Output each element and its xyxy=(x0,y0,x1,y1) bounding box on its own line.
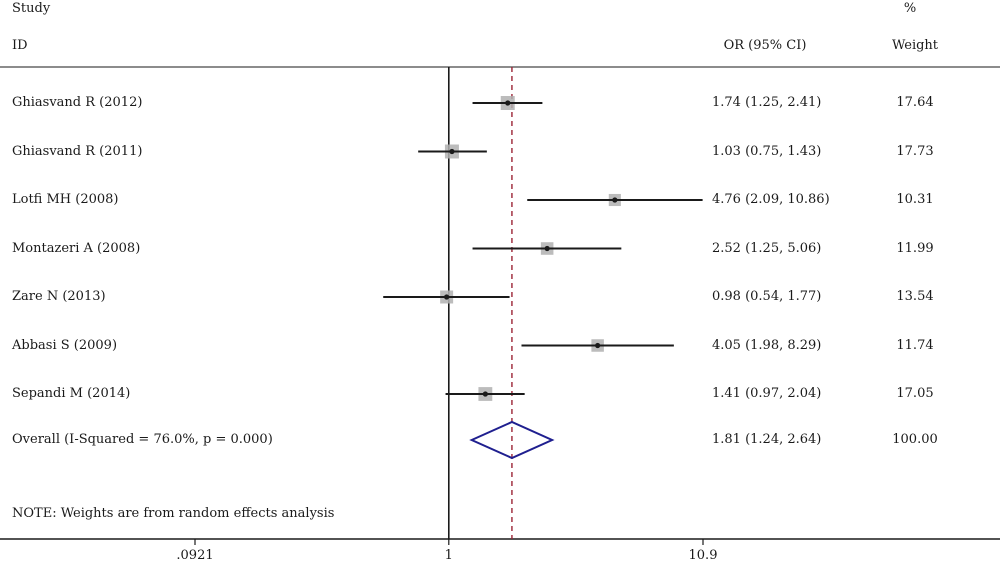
study-label: Montazeri A (2008) xyxy=(12,240,141,256)
study-weight: 17.64 xyxy=(896,95,934,110)
study-point xyxy=(482,391,488,397)
study-weight: 17.73 xyxy=(896,143,934,159)
study-label: Zare N (2013) xyxy=(12,289,106,304)
study-ci-text: 4.05 (1.98, 8.29) xyxy=(712,337,822,353)
study-ci-text: 1.03 (0.75, 1.43) xyxy=(712,143,822,159)
x-tick-label: .0921 xyxy=(176,548,214,563)
study-weight: 11.74 xyxy=(896,337,934,353)
x-tick-label: 1 xyxy=(444,548,453,563)
study-label: Sepandi M (2014) xyxy=(12,386,131,401)
study-label: Ghiasvand R (2012) xyxy=(12,95,143,110)
study-point xyxy=(544,245,550,252)
study-ci-text: 4.76 (2.09, 10.86) xyxy=(712,192,830,207)
study-ci-text: 0.98 (0.54, 1.77) xyxy=(712,289,822,304)
study-weight: 11.99 xyxy=(896,240,934,256)
overall-diamond xyxy=(469,420,555,460)
overall-label: Overall (I-Squared = 76.0%, p = 0.000) xyxy=(12,432,273,447)
study-ci-text: 1.41 (0.97, 2.04) xyxy=(712,386,822,401)
study-point xyxy=(595,342,601,349)
study-label: Ghiasvand R (2011) xyxy=(12,143,143,159)
study-weight: 17.05 xyxy=(896,386,934,401)
study-point xyxy=(505,100,511,106)
id-header: ID xyxy=(12,38,28,53)
weight-header: Weight xyxy=(891,38,939,53)
percent-header: % xyxy=(903,1,917,16)
study-ci-text: 2.52 (1.25, 5.06) xyxy=(712,240,822,256)
study-point xyxy=(612,197,618,203)
study-weight: 10.31 xyxy=(896,192,934,207)
study-label: Abbasi S (2009) xyxy=(12,337,118,353)
overall-ci: 1.81 (1.24, 2.64) xyxy=(712,432,822,447)
study-label: Lotfi MH (2008) xyxy=(12,192,119,207)
study-point xyxy=(449,148,455,155)
overall-weight: 100.00 xyxy=(892,432,938,447)
or-ci-header: OR (95% CI) xyxy=(723,38,807,53)
study-weight: 13.54 xyxy=(896,289,934,304)
study-point xyxy=(444,294,450,300)
study-header: Study xyxy=(12,1,51,16)
x-tick-label: 10.9 xyxy=(688,548,718,563)
note-text: NOTE: Weights are from random effects an… xyxy=(12,506,335,521)
study-ci-text: 1.74 (1.25, 2.41) xyxy=(712,95,822,110)
